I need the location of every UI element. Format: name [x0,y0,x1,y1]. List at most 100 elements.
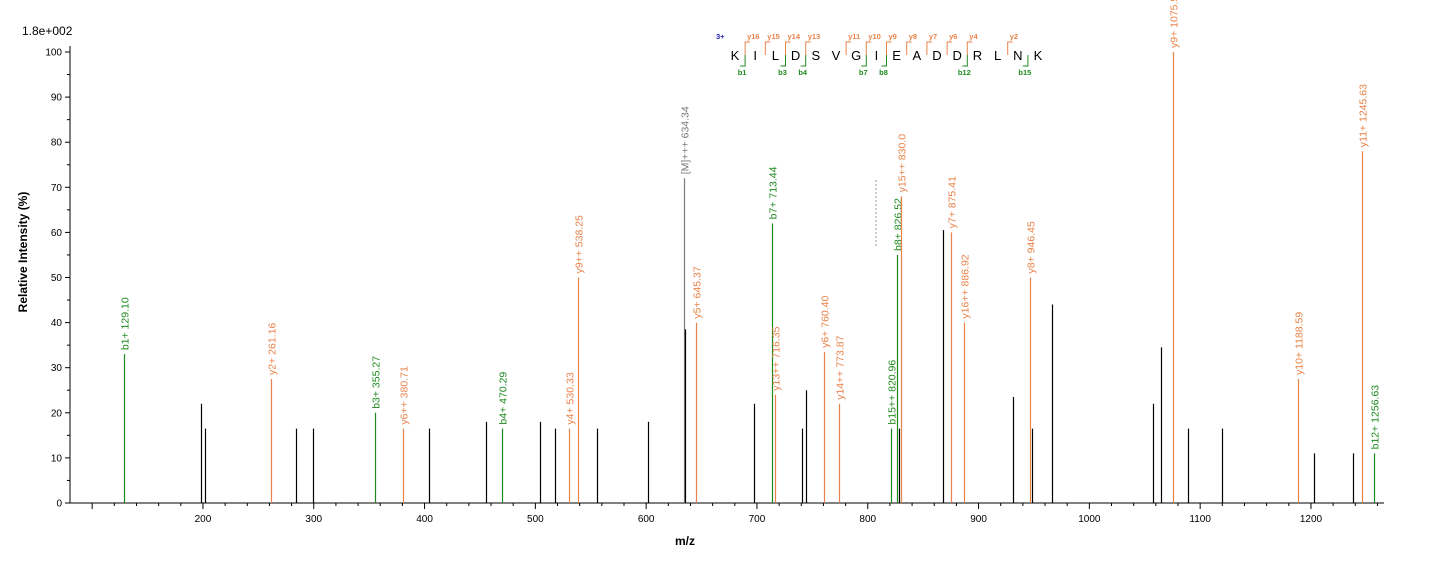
y-axis: 0 10 20 30 40 50 60 70 80 90 100 [45,46,71,510]
y-tick-label: 20 [51,408,63,419]
peak-label: y2+ 261.16 [267,323,279,375]
y-ion-mark [1007,41,1013,55]
sequence-residue: K [731,48,740,63]
peak-label: y5+ 645.37 [692,266,704,318]
b-ion-mark [800,55,807,67]
b-ion-mark [962,55,968,67]
x-tick-label: 600 [638,514,655,525]
sequence-residue: D [932,48,941,63]
y-tick-label: 0 [56,499,62,510]
b-ion-label: b4 [798,68,808,77]
charge-state: 3+ [716,32,725,41]
y-ion-mark [865,41,872,55]
y-ion-label: y15 [767,32,780,41]
intensity-scale-label: 1.8e+002 [22,24,73,38]
sequence-residue: D [953,48,962,63]
sequence-residue: E [892,48,901,63]
y-tick-label: 100 [45,48,62,59]
y-ion-mark [926,41,932,55]
y-ion-label: y7 [929,32,937,41]
sequence-residue: N [1013,48,1022,63]
peak-label: b1+ 129.10 [120,297,132,350]
y-tick-label: 40 [51,318,63,329]
y-tick-label: 10 [51,453,63,464]
b-ion-mark [861,55,867,67]
b-ion-label: b15 [1018,68,1031,77]
sequence-residue: K [1034,48,1043,63]
y-ion-mark [805,41,811,55]
sequence-residue: I [753,48,757,63]
peak-label: y6+ 760.40 [820,296,832,348]
peak-label: b4+ 470.29 [498,372,510,425]
y-ion-mark [906,41,912,55]
y-ion-mark [785,41,791,55]
sequence-residue: L [772,48,779,63]
peak-label: y9+ 1075.52 [1169,0,1181,48]
peak-label: [M]+++ 634.34 [680,106,692,174]
b-ion-mark [740,55,746,67]
y-ion-label: y6 [949,32,957,41]
y-axis-title: Relative Intensity (%) [16,192,30,313]
y-tick-label: 70 [51,183,63,194]
x-axis-title: m/z [675,534,695,548]
peak-label: b7+ 713.44 [768,166,780,219]
peak-label: b12+ 1256.63 [1370,385,1382,450]
b-ion-label: b8 [879,68,888,77]
b-ion-label: b1 [738,68,747,77]
y-tick-label: 50 [51,273,63,284]
peak-label: y8+ 946.45 [1026,221,1038,273]
x-tick-label: 300 [305,514,322,525]
peak-label: y4+ 530.33 [565,372,577,424]
y-ion-mark [764,41,771,55]
peak-label: b15++ 820.96 [887,360,899,425]
y-ion-mark [946,41,953,55]
peak-label: y16++ 886.92 [960,254,972,318]
sequence-residue: A [912,48,921,63]
sequence-residue: D [791,48,800,63]
x-tick-label: 700 [749,514,766,525]
b-ion-mark [1022,55,1029,67]
y-tick-label: 80 [51,138,63,149]
x-tick-label: 200 [195,514,212,525]
b-ion-label: b7 [859,68,868,77]
y-ion-label: y8 [909,32,917,41]
b-ion-mark [780,55,786,67]
y-ion-mark [966,41,973,55]
peak-label: b8+ 826.52 [893,198,905,251]
x-tick-label: 900 [970,514,987,525]
peak-label: y9++ 538.25 [574,215,586,274]
x-axis: 200 300 400 500 600 700 800 900 1000 1100 1200 [70,502,1384,525]
peak-label: y13++ 716.35 [771,326,783,390]
peak-label: y11+ 1245.63 [1358,84,1370,147]
y-tick-label: 60 [51,228,63,239]
sequence-residue: G [851,48,861,63]
y-ion-mark [845,41,852,55]
sequence-residue: V [832,48,841,63]
y-ion-label: y10 [868,32,881,41]
x-tick-label: 1000 [1078,514,1101,525]
peaks: b1+ 129.10 y2+ 261.16 b3+ 355.27 y6++ 380.7… [120,0,1382,503]
y-ion-mark [744,41,751,55]
b-ion-label: b3 [778,68,787,77]
peak-label: y6++ 380.71 [399,366,411,425]
x-tick-label: 800 [859,514,876,525]
peak-label: y7+ 875.41 [947,176,959,228]
x-tick-label: 400 [416,514,433,525]
sequence-residue: I [875,48,879,63]
y-ion-label: y14 [788,32,801,41]
peak-label: y10+ 1188.59 [1294,312,1306,375]
sequence-residue: S [811,48,820,63]
y-tick-label: 90 [51,93,63,104]
x-tick-label: 1100 [1189,514,1211,525]
sequence-residue: L [994,48,1001,63]
y-ion-label: y2 [1010,32,1018,41]
y-ion-label: y11 [848,32,860,41]
x-tick-label: 500 [527,514,544,525]
y-ion-mark [886,41,892,55]
peak-label: y15++ 830.0 [897,134,909,193]
y-ion-label: y4 [969,32,978,41]
y-ion-label: y16 [747,32,760,41]
sequence-residue: R [973,48,982,63]
